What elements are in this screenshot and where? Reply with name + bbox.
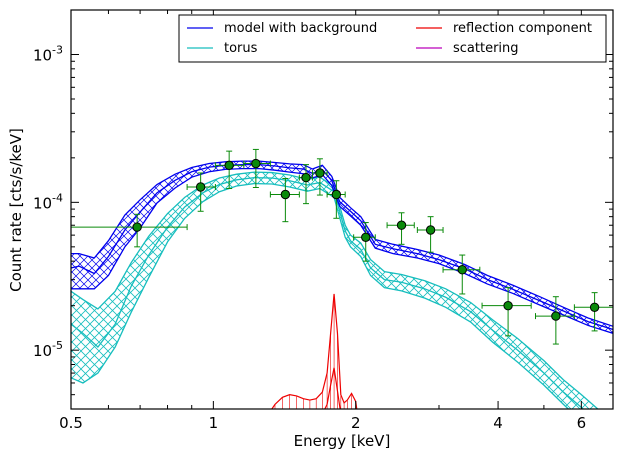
data-marker — [551, 311, 561, 321]
reflection-lines — [271, 293, 358, 409]
model-bands — [71, 160, 613, 409]
legend-label-torus: torus — [224, 41, 258, 56]
legend: model with background torus reflection c… — [178, 14, 607, 63]
data-point — [353, 222, 376, 262]
data-marker — [315, 168, 325, 178]
y-axis: 10-510-410-3 — [33, 9, 613, 410]
y-tick-exponent: -5 — [52, 339, 63, 352]
data-marker — [331, 189, 342, 200]
x-tick-label: 2 — [351, 414, 361, 432]
y-tick-exponent: -4 — [52, 191, 63, 204]
x-tick-label: 0.5 — [59, 414, 83, 432]
y-axis-label: Count rate [cts/s/keV] — [7, 128, 25, 292]
y-tick-base: 10 — [33, 47, 52, 65]
data-marker — [280, 189, 291, 200]
y-tick-label: 10-5 — [33, 339, 63, 360]
data-marker — [425, 225, 436, 235]
y-tick-label: 10-4 — [33, 191, 63, 212]
y-tick-base: 10 — [33, 194, 52, 212]
data-point — [71, 213, 188, 248]
x-axis: 0.5 1 2 4 6 — [59, 10, 614, 432]
data-point — [386, 212, 415, 245]
torus-lower-line — [71, 182, 570, 409]
data-marker — [301, 172, 311, 183]
data-marker — [589, 302, 600, 312]
x-tick-label: 4 — [493, 414, 503, 432]
x-tick-label: 6 — [577, 414, 587, 432]
torus-band-fill — [71, 172, 598, 409]
data-point — [311, 158, 328, 196]
data-point — [186, 172, 216, 212]
data-point — [573, 292, 613, 332]
data-marker — [396, 220, 407, 230]
legend-label-model: model with background — [224, 21, 377, 36]
data-marker — [457, 265, 467, 275]
legend-entry-torus: torus — [187, 41, 258, 56]
x-tick-label: 1 — [209, 414, 219, 432]
reflection-line — [271, 293, 358, 409]
data-marker — [503, 300, 513, 311]
x-axis-label: Energy [keV] — [294, 432, 391, 450]
data-points — [71, 148, 613, 345]
data-point — [442, 254, 481, 295]
data-point — [326, 180, 346, 219]
data-point — [269, 177, 300, 223]
plot-area — [71, 148, 613, 409]
legend-box — [178, 14, 607, 63]
legend-entry-scattering: scattering — [416, 41, 519, 56]
y-tick-label: 10-3 — [33, 44, 63, 65]
legend-label-reflection: reflection component — [453, 21, 592, 36]
data-marker — [224, 160, 234, 171]
data-marker — [195, 182, 206, 192]
data-point — [535, 296, 575, 345]
y-tick-exponent: -3 — [52, 44, 63, 57]
data-marker — [361, 232, 371, 243]
legend-entry-reflection: reflection component — [416, 21, 592, 36]
data-marker — [132, 222, 142, 232]
legend-label-scattering: scattering — [453, 41, 519, 56]
reflection-line — [324, 367, 341, 409]
data-point — [416, 216, 444, 253]
data-point — [243, 148, 271, 188]
data-marker — [251, 158, 261, 169]
legend-entry-model: model with background — [187, 21, 377, 36]
data-point — [298, 164, 313, 205]
y-tick-base: 10 — [33, 342, 52, 360]
torus-band — [71, 171, 599, 409]
data-point — [481, 287, 532, 337]
